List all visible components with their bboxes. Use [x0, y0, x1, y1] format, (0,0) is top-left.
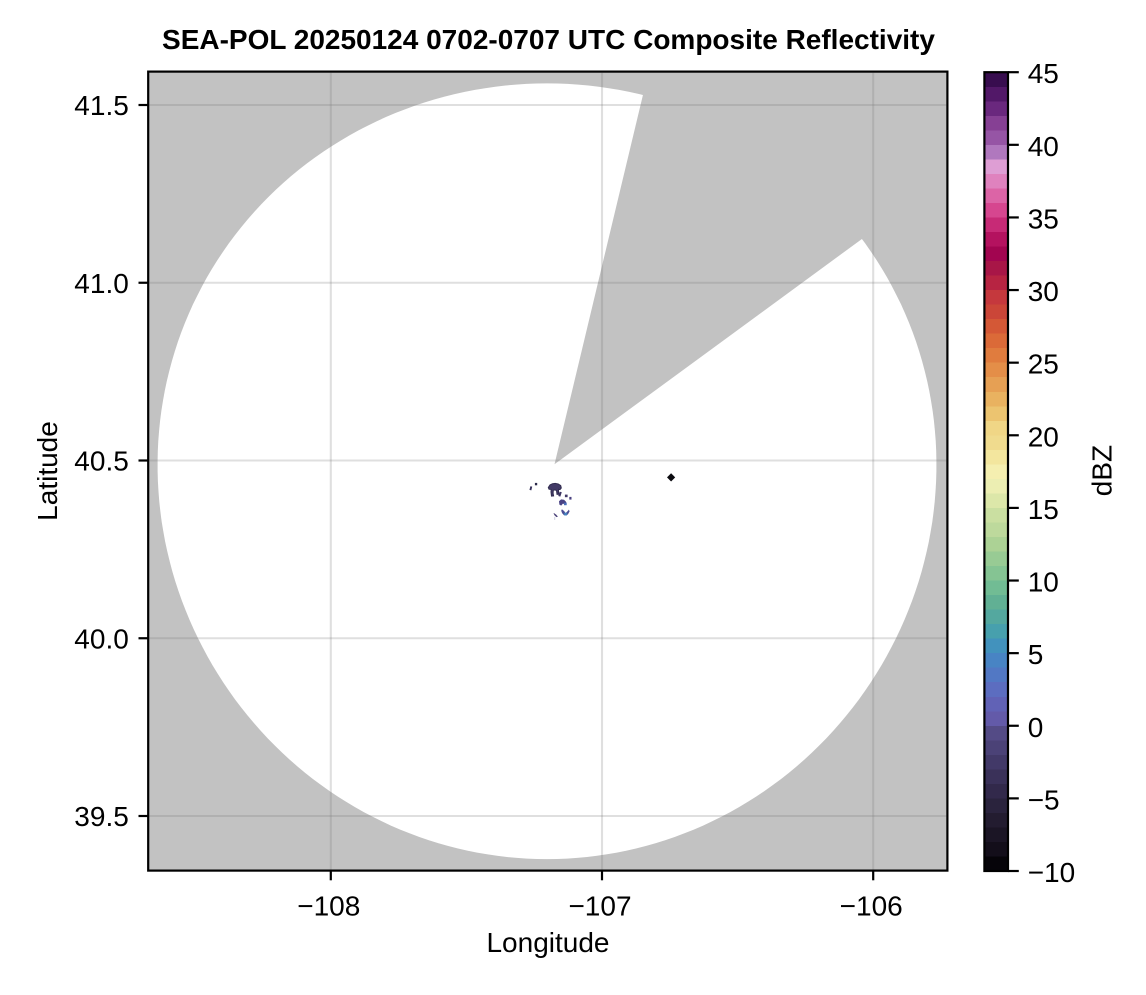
- svg-text:45: 45: [1028, 58, 1059, 89]
- svg-text:Longitude: Longitude: [486, 927, 609, 958]
- svg-text:10: 10: [1028, 567, 1059, 598]
- svg-text:40.0: 40.0: [74, 623, 129, 654]
- svg-text:41.5: 41.5: [74, 90, 129, 121]
- svg-text:5: 5: [1028, 639, 1044, 670]
- svg-text:−10: −10: [1028, 857, 1076, 888]
- svg-text:15: 15: [1028, 494, 1059, 525]
- svg-text:−108: −108: [297, 890, 360, 921]
- svg-text:40: 40: [1028, 131, 1059, 162]
- svg-text:−106: −106: [840, 890, 903, 921]
- svg-text:30: 30: [1028, 276, 1059, 307]
- svg-text:−107: −107: [568, 890, 631, 921]
- svg-text:41.0: 41.0: [74, 268, 129, 299]
- svg-text:20: 20: [1028, 421, 1059, 452]
- svg-text:39.5: 39.5: [74, 801, 129, 832]
- svg-text:dBZ: dBZ: [1087, 445, 1118, 496]
- svg-text:SEA-POL 20250124 0702-0707 UTC: SEA-POL 20250124 0702-0707 UTC Composite…: [162, 24, 935, 55]
- svg-text:−5: −5: [1028, 784, 1060, 815]
- svg-text:0: 0: [1028, 712, 1044, 743]
- svg-text:35: 35: [1028, 203, 1059, 234]
- svg-text:25: 25: [1028, 349, 1059, 380]
- svg-text:40.5: 40.5: [74, 446, 129, 477]
- svg-text:Latitude: Latitude: [32, 421, 63, 521]
